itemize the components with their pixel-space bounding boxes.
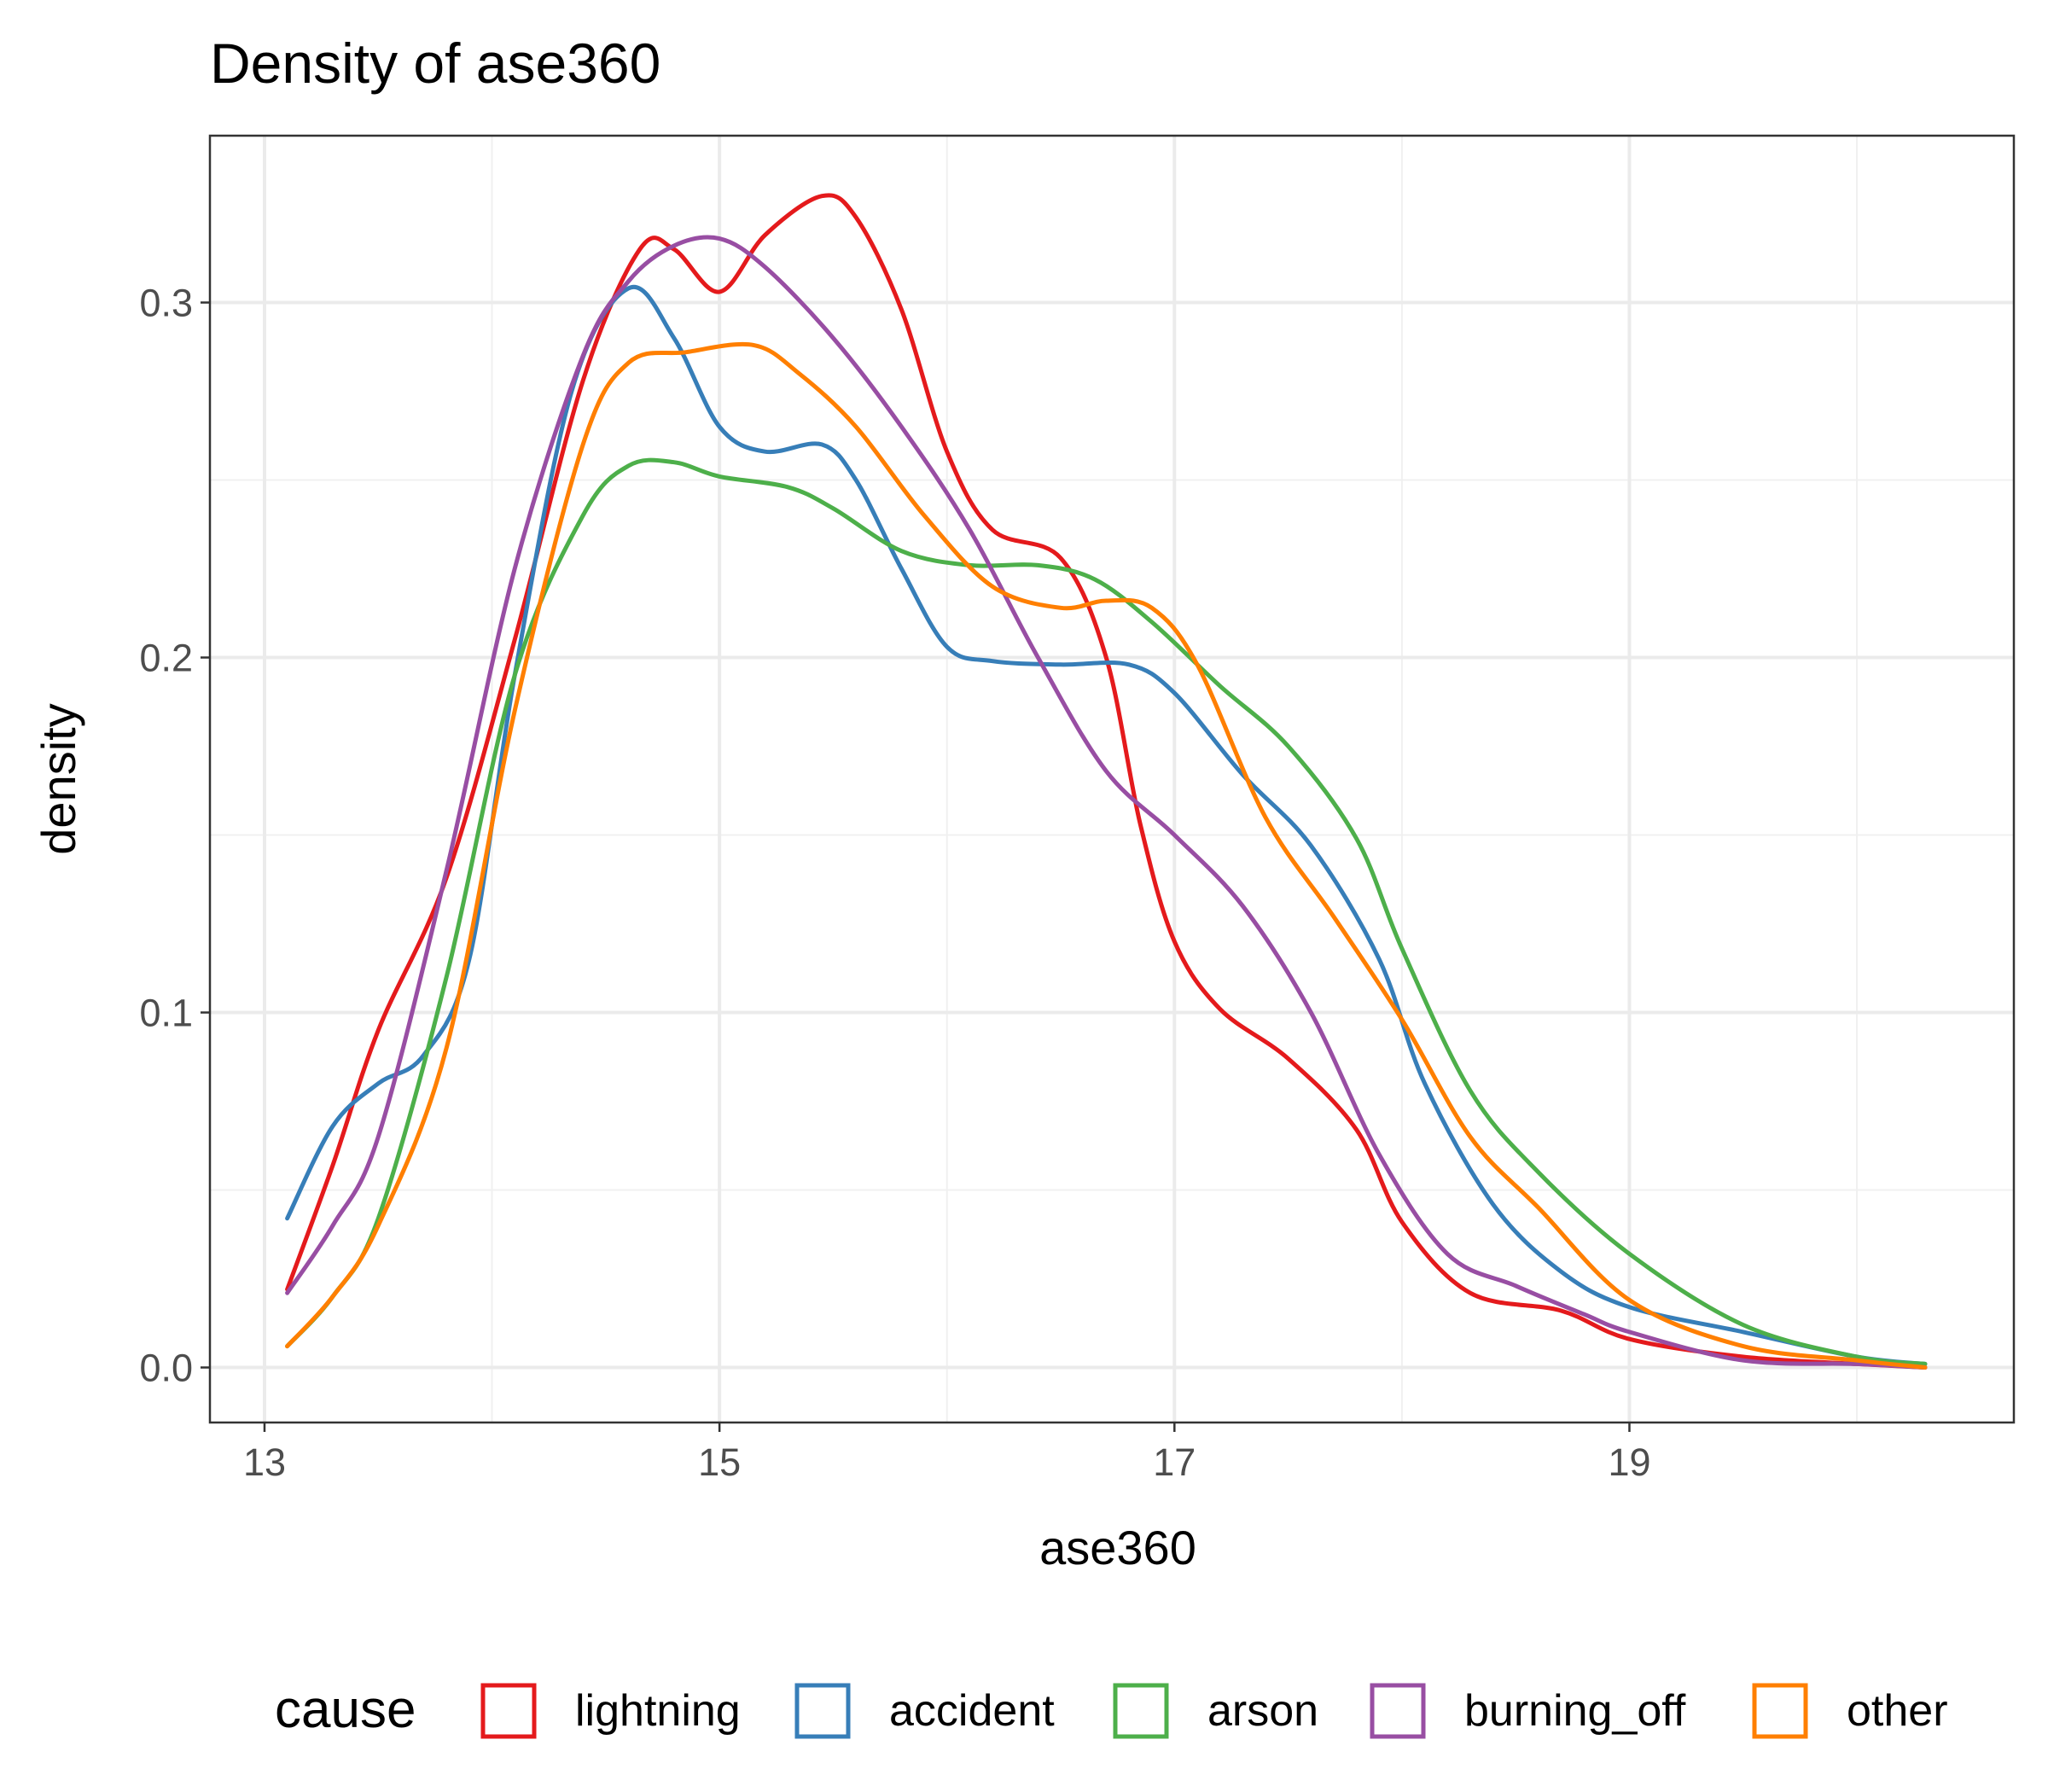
legend-key	[1752, 1683, 1808, 1739]
legend-label: arson	[1207, 1686, 1318, 1736]
legend-label: lightning	[575, 1686, 741, 1736]
x-tick-label: 19	[1608, 1440, 1650, 1484]
legend-item-lightning: lightning	[480, 1683, 741, 1739]
series-lines	[285, 193, 1928, 1370]
legend-item-burning-off: burning_off	[1370, 1683, 1686, 1739]
y-tick-label: 0.1	[139, 992, 193, 1035]
legend-key	[1113, 1683, 1169, 1739]
x-tick-label: 15	[698, 1440, 741, 1484]
y-axis-title: density	[32, 703, 85, 854]
legend-item-accident: accident	[794, 1683, 1055, 1739]
y-tick-label: 0.0	[139, 1347, 193, 1390]
legend-label: burning_off	[1464, 1686, 1686, 1736]
legend-item-arson: arson	[1113, 1683, 1318, 1739]
legend-key	[480, 1683, 537, 1739]
x-tick-label: 17	[1153, 1440, 1196, 1484]
x-axis-title: ase360	[1039, 1521, 1196, 1574]
series-line-burning-off	[285, 235, 1928, 1370]
series-line-lightning	[285, 193, 1928, 1370]
legend: cause lightning accident arson burning_off o…	[275, 1680, 1948, 1739]
x-tick-label: 13	[243, 1440, 286, 1484]
legend-key	[1370, 1683, 1426, 1739]
series-line-other	[285, 341, 1928, 1370]
legend-title: cause	[275, 1680, 416, 1739]
plot-border	[208, 134, 2016, 1424]
chart-title: Density of ase360	[210, 32, 660, 95]
axes: 13 15 17 19 0.0 0.1 0.2 0.3	[139, 282, 1650, 1484]
legend-item-other: other	[1752, 1683, 1948, 1739]
grid-lines	[210, 136, 2014, 1423]
y-tick-label: 0.2	[139, 637, 193, 680]
series-line-arson	[285, 457, 1928, 1366]
legend-key	[794, 1683, 851, 1739]
legend-label: other	[1847, 1686, 1948, 1736]
legend-label: accident	[889, 1686, 1055, 1736]
y-tick-label: 0.3	[139, 282, 193, 325]
